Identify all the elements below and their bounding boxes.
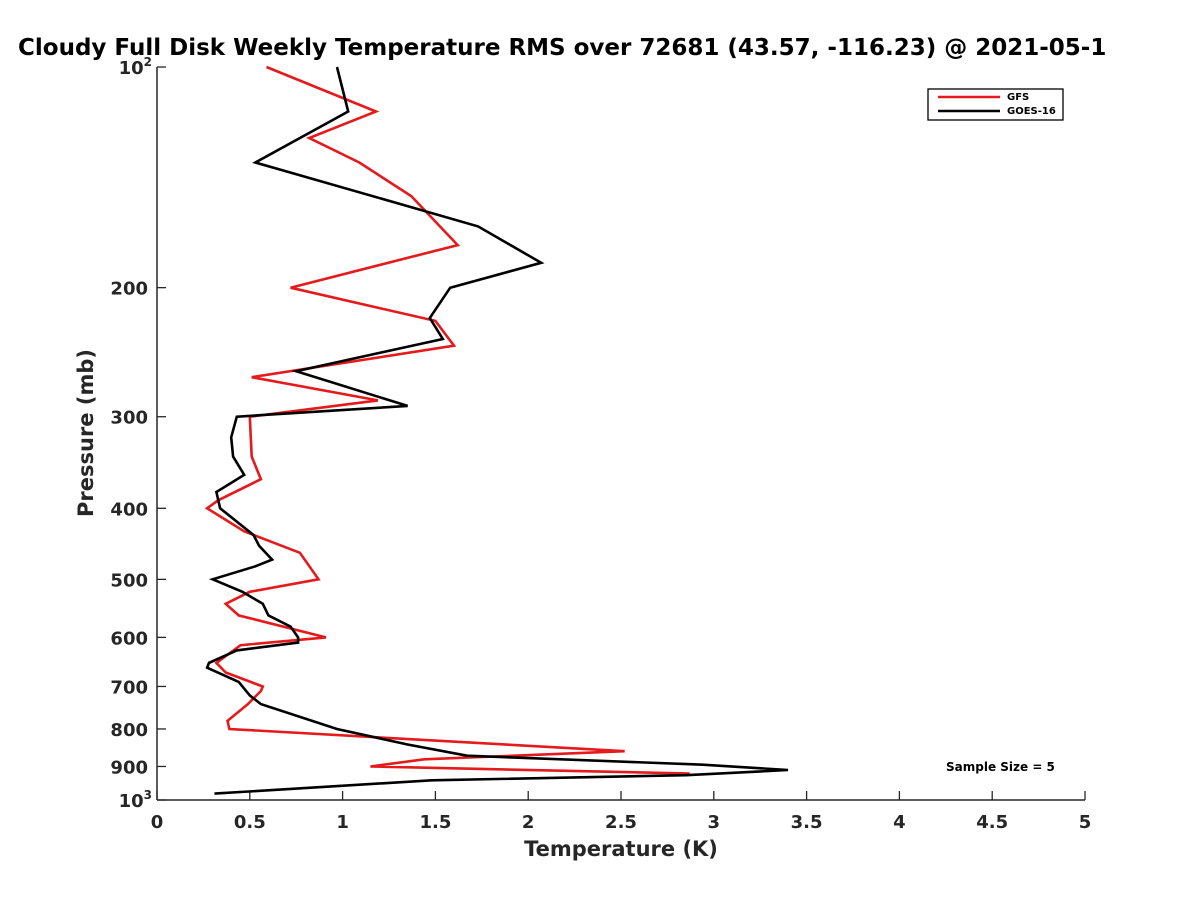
x-tick-label: 4.5 [976,812,1008,833]
y-tick-label: 300 [110,408,148,429]
plot-background [157,67,1085,800]
x-tick-label: 1.5 [419,812,451,833]
legend-box [927,88,1064,121]
x-tick-label: 3.5 [791,812,823,833]
series-line-goes16 [205,66,789,795]
y-tick-label: 900 [110,757,148,778]
x-tick-label: 3 [708,812,721,833]
series-layer [204,65,789,795]
y-axis-label: Pressure (mb) [74,349,98,517]
y-tick-label: 103 [119,788,152,812]
x-axis-label: Temperature (K) [524,837,718,861]
y-tick-label: 400 [110,499,148,520]
y-tick-label: 500 [110,570,148,591]
legend-label-gfs: GFS [1007,92,1029,103]
x-tick-label: 1 [336,812,349,833]
x-tick-label: 0.5 [234,812,266,833]
y-tick-label: 102 [119,55,152,79]
y-axis-ticks: 102 200 300 400 500 600 700 800 900 103 [110,55,166,812]
x-tick-label: 2.5 [605,812,637,833]
sample-size-annotation: Sample Size = 5 [946,760,1055,774]
y-tick-label: 600 [110,628,148,649]
y-tick-label: 700 [110,677,148,698]
y-tick-label: 800 [110,720,148,741]
x-tick-label: 0 [151,812,164,833]
chart-title: Cloudy Full Disk Weekly Temperature RMS … [18,35,1106,61]
series-line-gfs [204,65,690,775]
x-axis-ticks: 0 0.5 1 1.5 2 2.5 3 3.5 4 4.5 5 [151,791,1092,833]
y-tick-label: 200 [110,279,148,300]
x-tick-label: 4 [893,812,906,833]
x-tick-label: 5 [1079,812,1092,833]
legend-label-goes16: GOES-16 [1007,106,1056,117]
legend: GFS GOES-16 [927,88,1064,121]
x-tick-label: 2 [522,812,535,833]
